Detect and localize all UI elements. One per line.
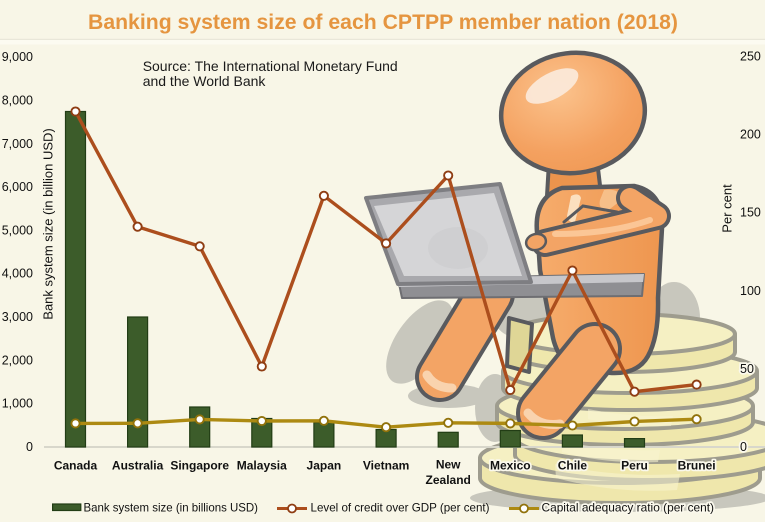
svg-text:Per cent: Per cent <box>720 184 735 233</box>
svg-text:250: 250 <box>740 50 761 64</box>
svg-text:and the World Bank: and the World Bank <box>143 73 267 89</box>
svg-text:Australia: Australia <box>112 459 164 473</box>
svg-text:150: 150 <box>740 206 761 220</box>
svg-text:Peru: Peru <box>621 459 648 473</box>
svg-text:Singapore: Singapore <box>170 459 229 473</box>
svg-text:Brunei: Brunei <box>678 459 716 473</box>
svg-text:1,000: 1,000 <box>2 397 33 411</box>
svg-text:4,000: 4,000 <box>2 267 33 281</box>
svg-text:0: 0 <box>740 440 747 454</box>
svg-text:Malaysia: Malaysia <box>237 459 287 473</box>
svg-text:2,000: 2,000 <box>2 353 33 367</box>
svg-text:Banking system size of each CP: Banking system size of each CPTPP member… <box>88 10 678 34</box>
svg-text:Source: The International Mone: Source: The International Monetary Fund <box>143 58 398 74</box>
svg-text:Mexico: Mexico <box>490 459 531 473</box>
svg-text:0: 0 <box>26 440 33 454</box>
svg-text:Canada: Canada <box>54 459 98 473</box>
svg-text:9,000: 9,000 <box>2 50 33 64</box>
svg-text:Bank system size (in billion U: Bank system size (in billion USD) <box>41 128 56 319</box>
svg-text:Level of credit over GDP (per: Level of credit over GDP (per cent) <box>311 501 490 515</box>
svg-text:Bank system size (in billions: Bank system size (in billions USD) <box>84 501 259 515</box>
svg-text:Capital adequacy ratio (per ce: Capital adequacy ratio (per cent) <box>542 501 715 515</box>
svg-text:New: New <box>436 458 461 472</box>
svg-text:5,000: 5,000 <box>2 223 33 237</box>
svg-text:100: 100 <box>740 284 761 298</box>
svg-text:Zealand: Zealand <box>426 473 471 487</box>
svg-text:6,000: 6,000 <box>2 180 33 194</box>
svg-text:7,000: 7,000 <box>2 137 33 151</box>
svg-text:Chile: Chile <box>558 459 588 473</box>
svg-text:3,000: 3,000 <box>2 310 33 324</box>
svg-text:8,000: 8,000 <box>2 94 33 108</box>
svg-text:50: 50 <box>740 362 754 376</box>
svg-text:Vietnam: Vietnam <box>363 459 409 473</box>
svg-text:Japan: Japan <box>307 459 342 473</box>
svg-text:200: 200 <box>740 128 761 142</box>
